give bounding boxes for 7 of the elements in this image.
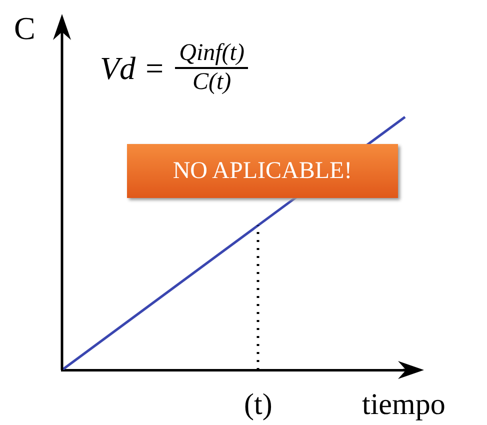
x-axis-title: tiempo [362,388,446,421]
text: C(t) [191,69,232,96]
y-axis-title: C [14,10,36,46]
text: Qinf(t) [175,40,248,69]
text: (t) [244,388,272,421]
text: Vd = [100,50,166,86]
notice-box: NO APLICABLE! [127,144,398,198]
